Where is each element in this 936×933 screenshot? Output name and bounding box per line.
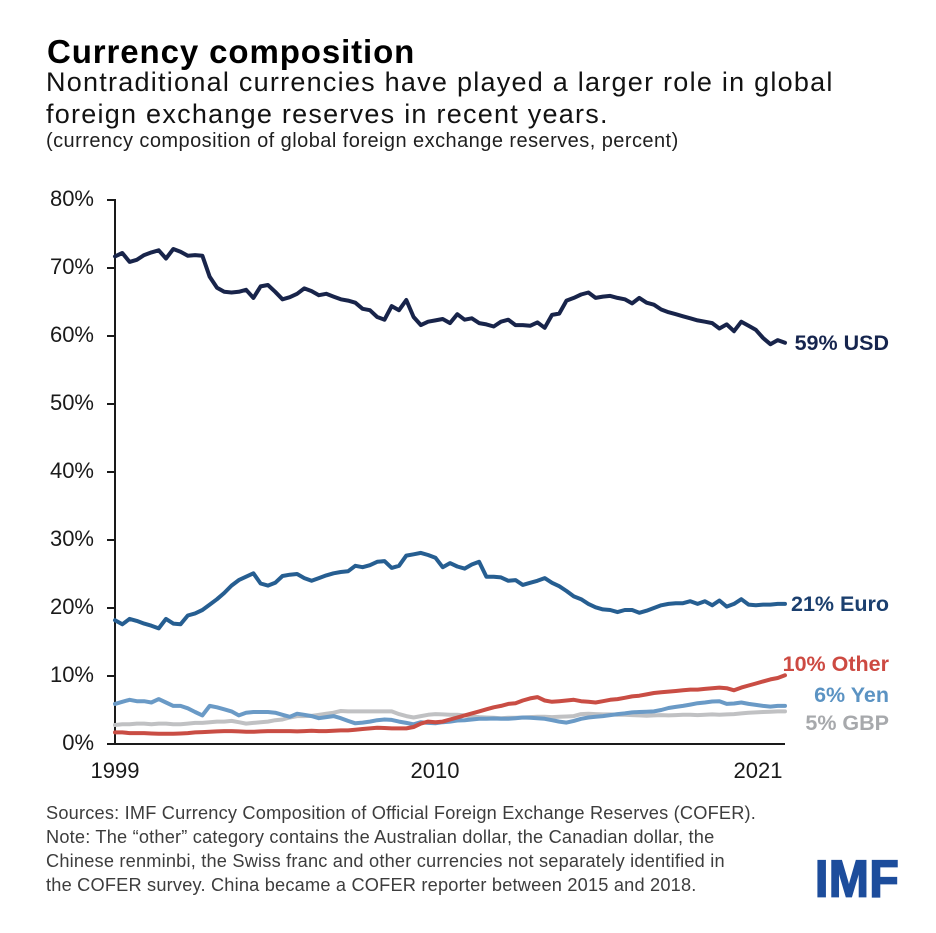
svg-text:40%: 40% xyxy=(50,458,94,483)
svg-text:5% GBP: 5% GBP xyxy=(805,711,889,735)
svg-text:60%: 60% xyxy=(50,322,94,347)
svg-text:2010: 2010 xyxy=(411,758,460,783)
svg-text:1999: 1999 xyxy=(91,758,140,783)
svg-text:30%: 30% xyxy=(50,526,94,551)
svg-text:6% Yen: 6% Yen xyxy=(814,683,889,707)
svg-text:21% Euro: 21% Euro xyxy=(791,592,889,616)
svg-text:0%: 0% xyxy=(62,730,94,755)
svg-text:50%: 50% xyxy=(50,390,94,415)
svg-text:80%: 80% xyxy=(50,186,94,211)
svg-text:59% USD: 59% USD xyxy=(795,331,889,355)
svg-text:10%: 10% xyxy=(50,662,94,687)
svg-text:10% Other: 10% Other xyxy=(783,652,890,676)
svg-text:20%: 20% xyxy=(50,594,94,619)
svg-text:2021: 2021 xyxy=(734,758,783,783)
svg-text:70%: 70% xyxy=(50,254,94,279)
